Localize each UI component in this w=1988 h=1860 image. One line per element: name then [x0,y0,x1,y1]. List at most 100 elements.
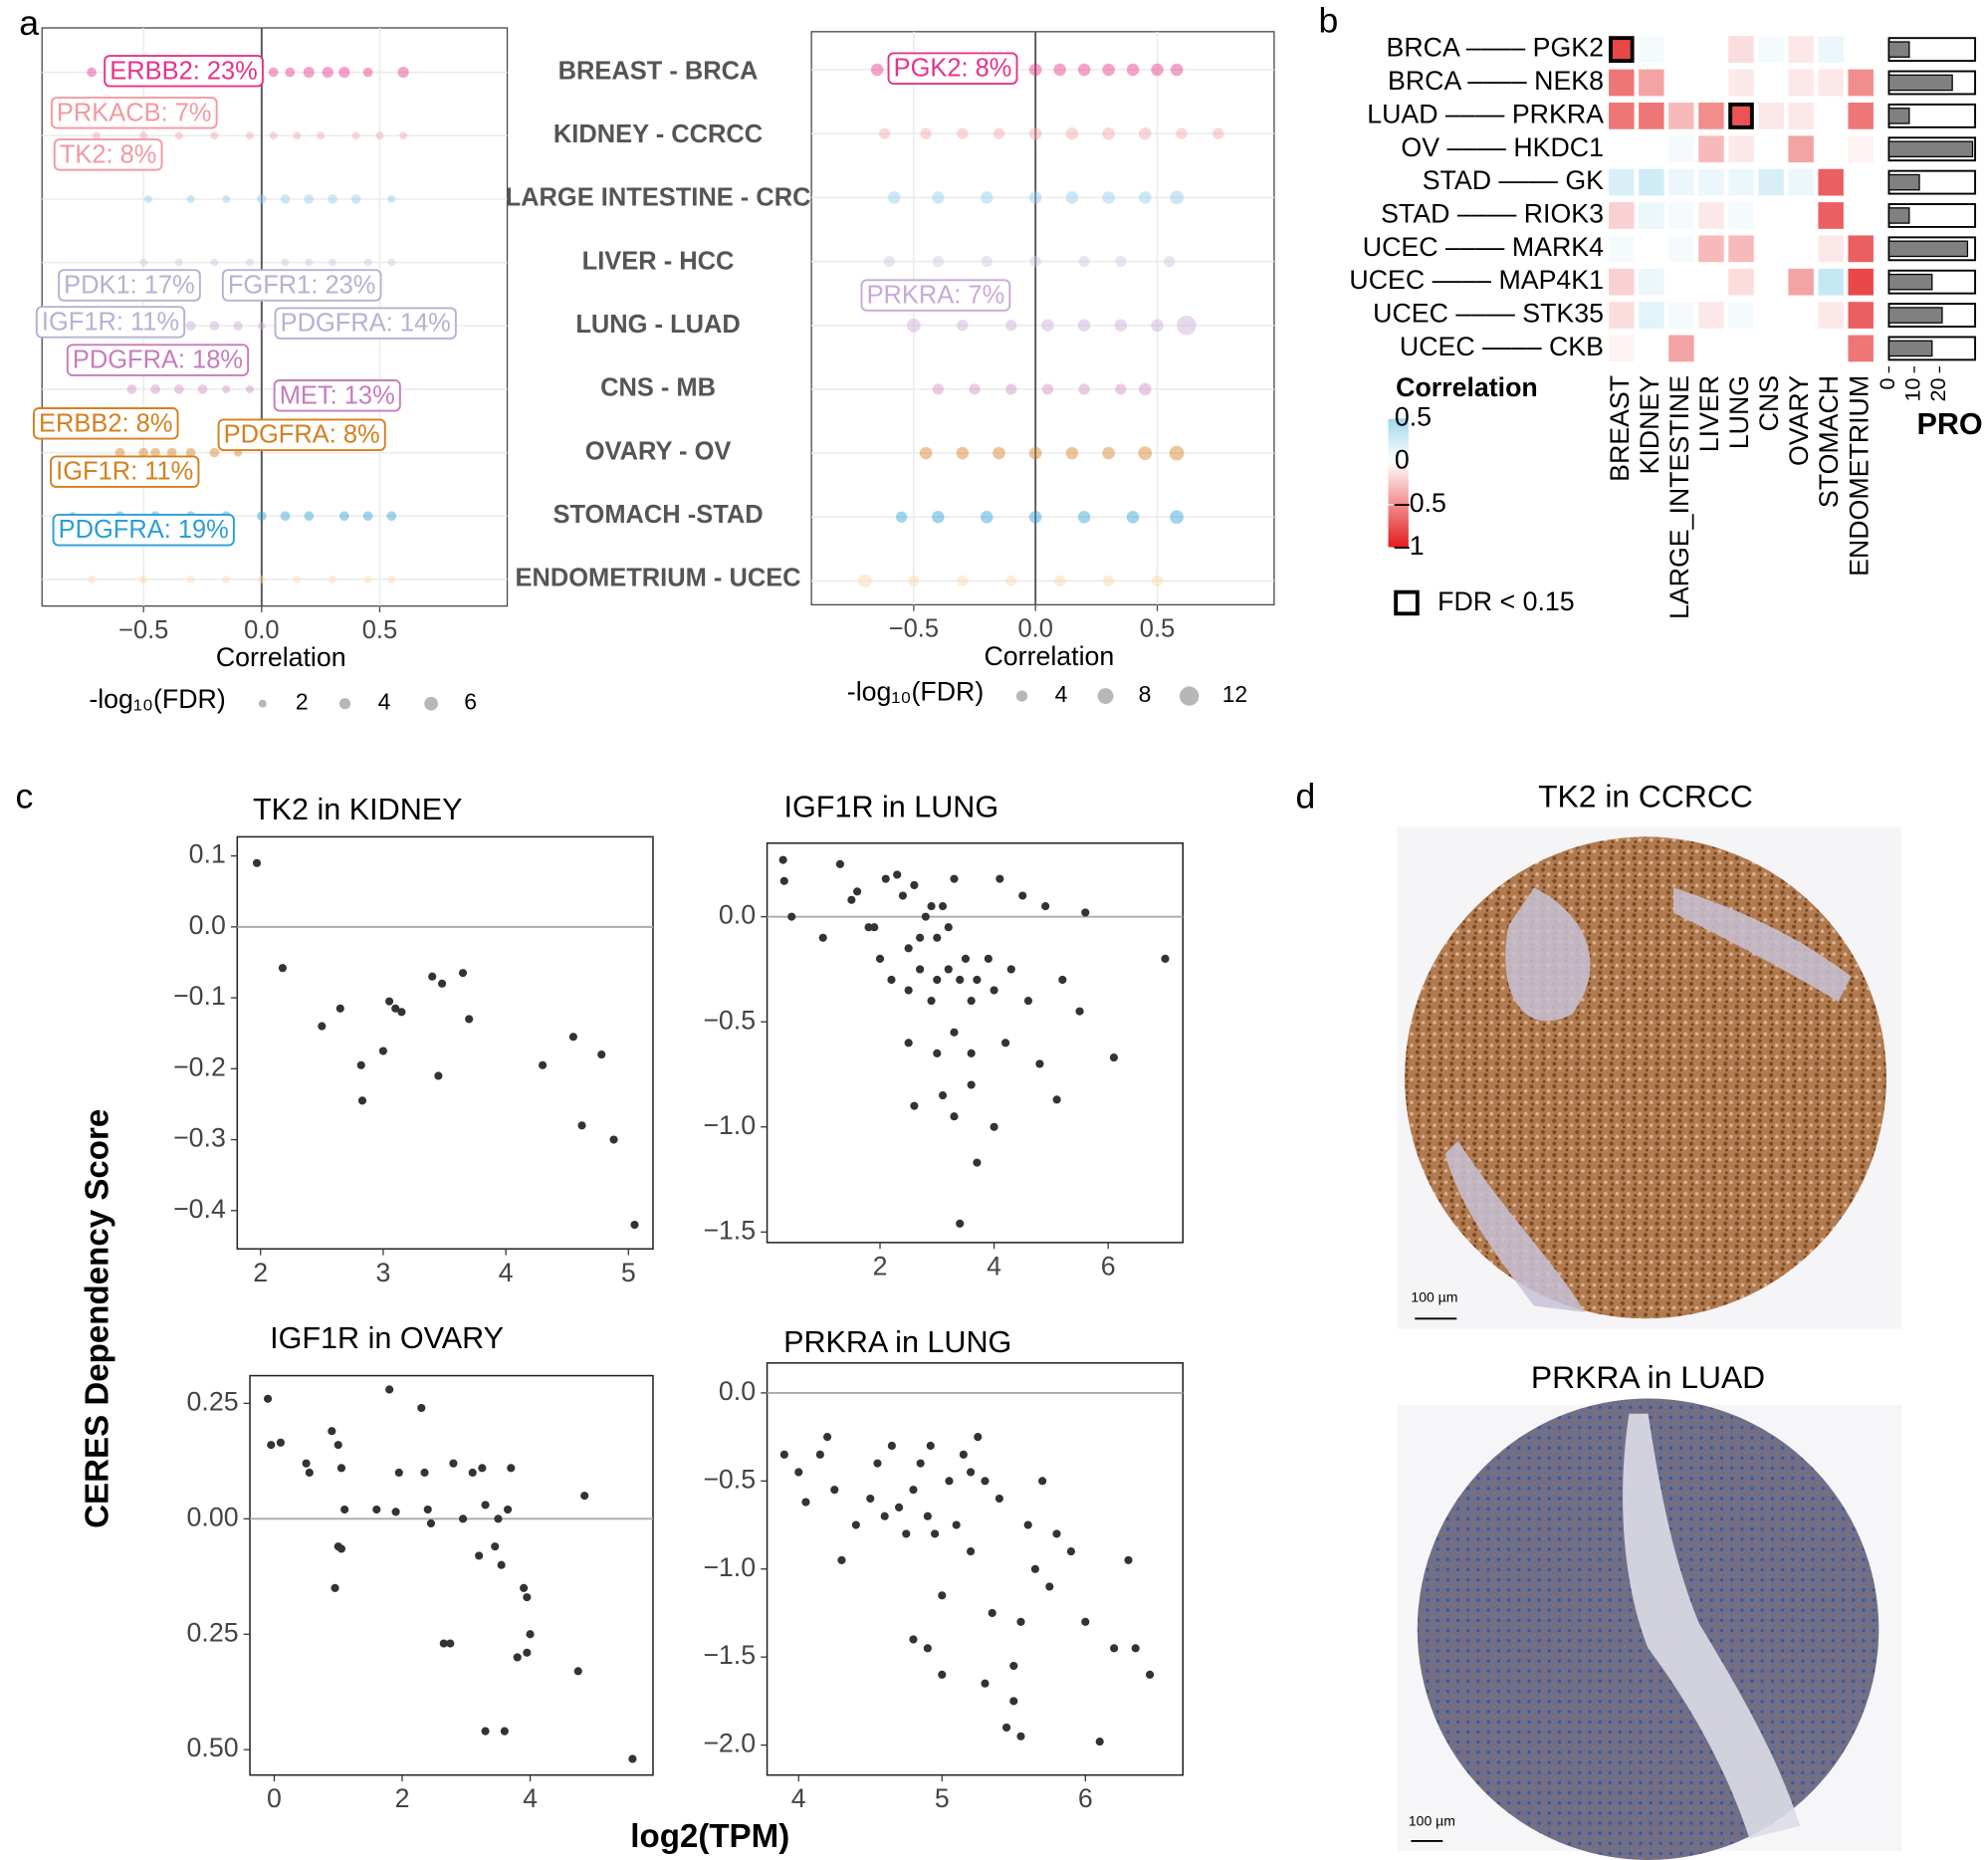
heat-cell [1788,135,1814,163]
dot [387,194,396,203]
point [887,975,896,985]
heat-cell [1639,168,1664,196]
heat-cell [1848,302,1874,329]
dot [339,511,349,522]
dot [363,258,372,267]
dot [981,255,993,268]
x-tick-label: −0.5 [889,615,939,643]
y-tick-label: 0.25 [187,1386,239,1416]
dot [387,575,396,583]
plot-area [766,1362,1184,1776]
panel-label: b [1318,0,1338,40]
annotation-box [860,279,1011,312]
dot [222,194,231,203]
dot [210,258,219,267]
point [933,975,942,985]
point [278,964,287,973]
stroma [1623,1413,1801,1839]
y-tick-label: −2.0 [703,1729,756,1758]
dot [1028,511,1042,524]
row-label: OV –––– HKDC1 [1401,132,1604,162]
point [478,1464,487,1473]
annotation-box [52,514,235,547]
legend-dot [1179,686,1200,706]
point [916,1459,925,1468]
bar [1887,207,1910,224]
dot [233,321,243,332]
annotation: PDGFRA: 19% [59,516,229,544]
column-label: LUNG [1724,375,1754,449]
point [1045,1582,1054,1591]
point [475,1551,484,1560]
heat-cell [1818,235,1844,263]
chart-title: PRKRA in LUNG [783,1325,1011,1359]
heat-cell [1848,135,1874,163]
dot [256,194,267,204]
legend-dot [1097,688,1114,704]
stroma [1444,887,1852,1312]
x-tick-label: 4 [499,1258,514,1287]
annotation: IGF1R: 11% [56,458,193,486]
annotation-box [50,97,218,129]
heat-cell [1788,302,1814,329]
point [434,1071,443,1080]
x-tick-label: 0.0 [244,616,279,644]
point [428,972,437,981]
y-tick-label: −1.5 [703,1640,756,1670]
point [1041,902,1050,911]
point [468,1468,477,1478]
dot [305,258,314,267]
point [904,944,913,953]
heat-cell [1698,69,1724,97]
point [336,1544,346,1553]
heat-cell [1639,36,1664,64]
bar [1887,41,1910,58]
dot [197,384,208,394]
dot [138,447,149,458]
annotation-box [887,52,1018,85]
y-tick-label: −0.2 [173,1051,226,1081]
heat-cell [1698,268,1724,296]
legend-title: Correlation [1396,372,1538,402]
heat-cell [1728,69,1754,97]
dot [969,383,981,395]
point [1109,1053,1118,1062]
dot [166,447,177,458]
dot [281,258,290,267]
heat-cell [1668,69,1694,97]
point [523,1593,532,1602]
point [459,1514,468,1523]
dot [209,321,220,332]
heat-cell [1758,302,1784,329]
point [930,1529,940,1538]
x-tick-label: 6 [1078,1783,1093,1813]
colorbar-label: –1 [1395,531,1425,561]
point [853,887,862,896]
dot [870,63,884,77]
dot [1138,382,1152,396]
dot [329,258,336,267]
dot [1053,63,1066,77]
dot [908,575,920,587]
plot-area [766,842,1184,1244]
heat-cell [1728,168,1754,196]
heat-cell [1848,69,1874,97]
x-axis-label: Correlation [985,641,1115,671]
heat-cell [1788,235,1814,263]
heat-cell [1758,168,1784,196]
dot [1065,191,1079,204]
dot [87,67,97,78]
heat-cell [1758,335,1784,362]
point [252,858,262,867]
point [340,1505,349,1514]
point [778,855,787,864]
point [397,1008,406,1017]
point [356,1060,365,1069]
heat-cell [1668,36,1694,64]
annotation: IGF1R: 11% [42,308,179,336]
dot [957,127,969,139]
heat-cell [1848,268,1874,296]
y-tick-label: −0.5 [703,1005,756,1035]
dot [1041,319,1054,333]
dot [317,131,326,140]
